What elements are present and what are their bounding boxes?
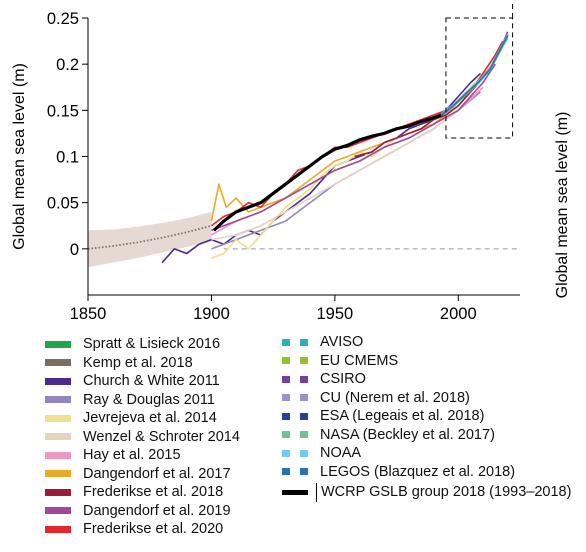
legend-item-combined-reconstruction: WCRP GSLB group 2018 (1993–2018) bbox=[282, 483, 571, 502]
y-tick-label: 0.25 bbox=[47, 10, 79, 28]
legend-item: Frederikse et al. 2020 bbox=[45, 520, 240, 539]
legend-item: LEGOS (Blazquez et al. 2018) bbox=[282, 463, 571, 482]
legend-right: AVISO EU CMEMS CSIRO CU (Nerem et al. 2018)… bbox=[282, 333, 571, 502]
legend-swatch bbox=[45, 414, 71, 422]
series-line-8 bbox=[354, 63, 494, 158]
legend-item: Spratt & Lisieck 2016 bbox=[45, 335, 240, 354]
legend-label: Frederikse et al. 2020 bbox=[83, 521, 224, 537]
legend-swatch bbox=[45, 507, 71, 515]
y-axis-label: Global mean sea level (m) bbox=[11, 63, 28, 250]
x-tick-label: 1850 bbox=[70, 305, 107, 323]
legend-swatch bbox=[45, 433, 71, 441]
legend-label: Kemp et al. 2018 bbox=[83, 354, 193, 371]
legend-item: Ray & Douglas 2011 bbox=[45, 391, 240, 410]
y-tick-label: 0 bbox=[70, 241, 79, 259]
series-line-9 bbox=[211, 63, 496, 232]
legend-item: CU (Nerem et al. 2018) bbox=[282, 389, 571, 408]
legend-label: ESA (Legeais et al. 2018) bbox=[320, 408, 485, 424]
legend-swatch bbox=[45, 525, 71, 533]
x-tick-label: 1900 bbox=[193, 305, 230, 323]
legend-item: Kemp et al. 2018 bbox=[45, 354, 240, 373]
legend-label: WCRP GSLB group 2018 (1993–2018) bbox=[321, 484, 572, 500]
inset-dashed-box bbox=[445, 17, 514, 139]
legend-swatch bbox=[282, 394, 308, 402]
legend-swatch bbox=[45, 396, 71, 404]
sea-level-chart: 0 0.05 0.1 0.15 0.2 0.25 1850 1900 1950 2000 Glo… bbox=[11, 0, 571, 323]
series-line-10 bbox=[210, 40, 504, 227]
legend-item: Dangendorf et al. 2019 bbox=[45, 502, 240, 521]
legend-swatch bbox=[282, 375, 308, 383]
legend-label: Dangendorf et al. 2019 bbox=[83, 502, 231, 519]
series-line-18 bbox=[440, 35, 509, 116]
legend-label: NASA (Beckley et al. 2017) bbox=[320, 426, 495, 443]
legend-label: NOAA bbox=[320, 445, 362, 461]
legend-item: NOAA bbox=[282, 444, 571, 463]
y-tick-label: 0.15 bbox=[47, 102, 79, 120]
x-tick-label: 2000 bbox=[440, 305, 477, 323]
legend-item: Wenzel & Schroter 2014 bbox=[45, 428, 240, 447]
series-line-15 bbox=[440, 34, 509, 115]
series-line-11 bbox=[440, 36, 509, 116]
legend-swatch bbox=[45, 359, 71, 367]
legend-swatch bbox=[282, 431, 308, 439]
legend-label: CU (Nerem et al. 2018) bbox=[320, 389, 470, 406]
legend-label: AVISO bbox=[320, 334, 364, 350]
series-lines bbox=[87, 31, 509, 264]
legend-item: NASA (Beckley et al. 2017) bbox=[282, 426, 571, 445]
y-tick-label: 0.05 bbox=[47, 195, 79, 213]
legend-item: Church & White 2011 bbox=[45, 372, 240, 391]
x-tick-label: 1950 bbox=[316, 305, 353, 323]
series-line-13 bbox=[440, 31, 509, 117]
series-line-7 bbox=[210, 77, 484, 222]
legend-left: Spratt & Lisieck 2016 Kemp et al. 2018 Chu… bbox=[45, 335, 240, 539]
legend-label: Spratt & Lisieck 2016 bbox=[83, 336, 221, 352]
y-tick-label: 0.2 bbox=[56, 56, 79, 74]
legend-label: LEGOS (Blazquez et al. 2018) bbox=[320, 463, 516, 480]
y-axis-label-right: Global mean sea level (m) bbox=[554, 112, 571, 299]
legend-swatch bbox=[45, 488, 71, 496]
series-band-1 bbox=[88, 211, 212, 268]
legend-label: Dangendorf et al. 2017 bbox=[83, 465, 231, 482]
legend-item: Dangendorf et al. 2017 bbox=[45, 465, 240, 484]
legend-label: Church & White 2011 bbox=[83, 373, 220, 389]
legend-swatch bbox=[45, 377, 71, 385]
legend-label: Wenzel & Schroter 2014 bbox=[83, 428, 240, 445]
y-tick-label: 0.1 bbox=[56, 149, 79, 167]
legend-label: EU CMEMS bbox=[320, 352, 399, 369]
legend-label: Frederikse et al. 2018 bbox=[83, 484, 224, 500]
legend-swatch bbox=[282, 357, 308, 365]
series-line-14 bbox=[440, 33, 509, 116]
legend-swatch bbox=[45, 340, 71, 348]
legend-swatch bbox=[282, 338, 308, 346]
legend-item: Frederikse et al. 2018 bbox=[45, 483, 240, 502]
series-line-2 bbox=[161, 72, 482, 264]
legend-item: ESA (Legeais et al. 2018) bbox=[282, 407, 571, 426]
legend-swatch bbox=[282, 468, 308, 476]
legend-swatch bbox=[45, 451, 71, 459]
legend-label: CSIRO bbox=[320, 371, 366, 387]
x-axis-ticks: 1850 1900 1950 2000 bbox=[70, 295, 477, 323]
legend-item: CSIRO bbox=[282, 370, 571, 389]
legend-swatch-black bbox=[282, 489, 308, 495]
y-axis-ticks: 0 0.05 0.1 0.15 0.2 0.25 bbox=[47, 10, 88, 259]
legend-label: Jevrejeva et al. 2014 bbox=[83, 410, 217, 426]
series-line-5 bbox=[211, 86, 484, 241]
legend-item: Jevrejeva et al. 2014 bbox=[45, 409, 240, 428]
legend-swatch bbox=[282, 412, 308, 420]
series-line-19 bbox=[212, 113, 442, 232]
legend-item: AVISO bbox=[282, 333, 571, 352]
series-line-17 bbox=[440, 34, 509, 115]
legend-item: Hay et al. 2015 bbox=[45, 446, 240, 465]
legend-swatch bbox=[45, 470, 71, 478]
series-line-12 bbox=[440, 34, 509, 115]
uncertainty-bands bbox=[88, 211, 212, 268]
legend-label: Hay et al. 2015 bbox=[83, 447, 181, 463]
legend-item: EU CMEMS bbox=[282, 352, 571, 371]
legend-label: Ray & Douglas 2011 bbox=[83, 391, 215, 408]
legend-swatch bbox=[282, 449, 308, 457]
